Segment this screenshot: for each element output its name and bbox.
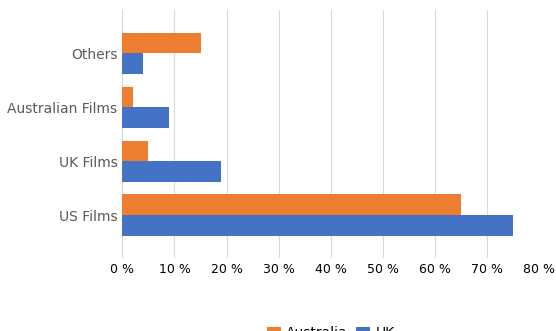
Bar xyxy=(122,87,133,107)
Bar xyxy=(122,32,201,53)
Bar xyxy=(122,53,143,73)
Bar xyxy=(122,161,221,181)
Bar xyxy=(122,141,148,161)
Bar xyxy=(122,215,513,236)
Legend: Australia, UK: Australia, UK xyxy=(261,320,400,331)
Bar xyxy=(122,195,461,215)
Bar xyxy=(122,107,169,127)
